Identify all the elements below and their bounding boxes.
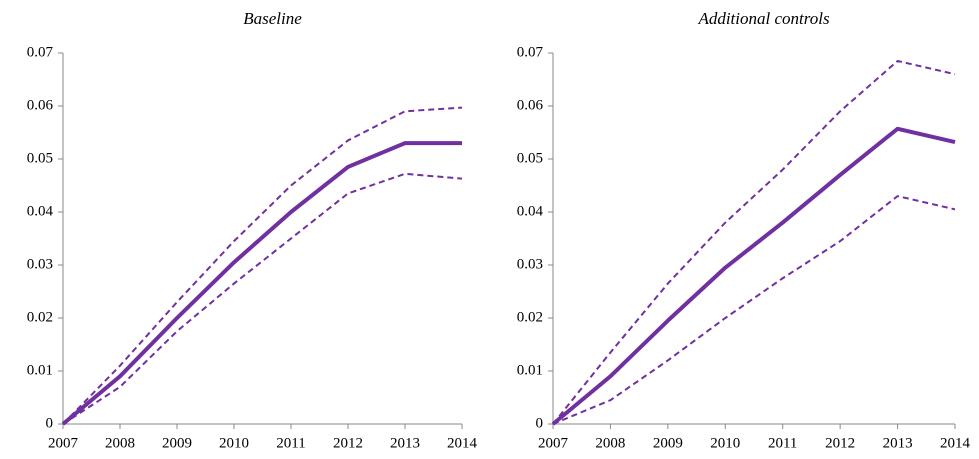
- y-tick-label: 0: [46, 415, 54, 431]
- y-tick-label: 0.03: [27, 256, 53, 272]
- y-tick-label: 0.07: [27, 44, 54, 60]
- x-tick-label: 2013: [390, 435, 420, 451]
- y-tick-label: 0.07: [517, 44, 544, 60]
- x-tick-label: 2008: [105, 435, 135, 451]
- y-tick-label: 0.04: [27, 203, 54, 219]
- x-tick-label: 2007: [48, 435, 79, 451]
- y-tick-label: 0.04: [517, 203, 544, 219]
- y-tick-label: 0.05: [27, 150, 53, 166]
- estimate-line: [61, 141, 462, 426]
- estimate-line: [551, 126, 956, 426]
- y-tick-label: 0.02: [27, 309, 53, 325]
- x-tick-label: 2007: [538, 435, 569, 451]
- x-tick-label: 2013: [883, 435, 913, 451]
- x-tick-label: 2010: [710, 435, 740, 451]
- y-tick-label: 0.06: [27, 97, 54, 113]
- x-tick-label: 2011: [768, 435, 797, 451]
- x-tick-label: 2010: [219, 435, 249, 451]
- x-tick-label: 2009: [162, 435, 192, 451]
- band-line: [62, 172, 463, 425]
- y-tick-label: 0: [536, 415, 544, 431]
- band-line: [62, 106, 463, 425]
- chart-title: Additional controls: [697, 9, 830, 28]
- y-tick-label: 0.03: [517, 256, 543, 272]
- y-tick-label: 0.05: [517, 150, 543, 166]
- band-line: [552, 195, 956, 425]
- y-tick-label: 0.02: [517, 309, 543, 325]
- x-tick-label: 2012: [333, 435, 363, 451]
- y-tick-label: 0.01: [27, 362, 53, 378]
- y-tick-label: 0.01: [517, 362, 543, 378]
- y-tick-label: 0.06: [517, 97, 544, 113]
- x-tick-label: 2014: [447, 435, 478, 451]
- x-tick-label: 2009: [653, 435, 683, 451]
- x-tick-label: 2012: [825, 435, 855, 451]
- chart-title: Baseline: [243, 9, 302, 28]
- x-tick-label: 2011: [276, 435, 305, 451]
- x-tick-label: 2008: [595, 435, 625, 451]
- x-tick-label: 2014: [940, 435, 971, 451]
- band-line: [552, 59, 956, 425]
